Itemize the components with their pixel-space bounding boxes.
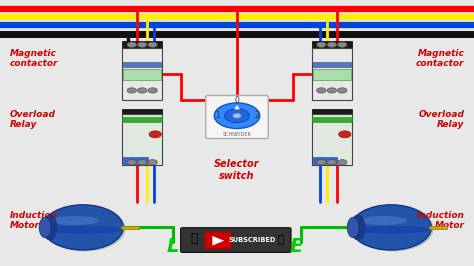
Circle shape xyxy=(148,88,157,93)
Circle shape xyxy=(148,42,157,47)
Circle shape xyxy=(137,160,147,165)
Text: 0: 0 xyxy=(235,96,239,105)
Bar xyxy=(122,109,162,114)
Circle shape xyxy=(317,88,326,93)
Bar xyxy=(122,48,162,100)
Ellipse shape xyxy=(39,217,51,238)
Bar xyxy=(123,157,148,164)
Text: 1: 1 xyxy=(215,111,219,120)
Bar xyxy=(123,69,161,80)
Bar xyxy=(122,114,162,165)
Bar xyxy=(121,226,139,229)
Bar xyxy=(122,117,162,122)
Bar xyxy=(313,69,350,80)
Circle shape xyxy=(137,42,147,47)
Text: Selector
switch: Selector switch xyxy=(214,159,260,181)
Text: Overload
Relay: Overload Relay xyxy=(419,110,465,129)
Text: Magnetic
contactor: Magnetic contactor xyxy=(416,49,465,68)
FancyBboxPatch shape xyxy=(181,228,291,252)
Text: SCHNEIDER: SCHNEIDER xyxy=(223,132,251,137)
Text: 🔔: 🔔 xyxy=(277,235,284,245)
Text: Induction
Motor: Induction Motor xyxy=(9,211,57,230)
Circle shape xyxy=(127,160,137,165)
Bar xyxy=(123,62,161,66)
Bar xyxy=(313,62,350,66)
Circle shape xyxy=(233,113,241,118)
Bar xyxy=(311,48,352,100)
Text: L: L xyxy=(167,236,179,256)
Circle shape xyxy=(317,160,326,165)
Circle shape xyxy=(149,131,161,138)
Text: SUBSCRIBED: SUBSCRIBED xyxy=(228,237,275,243)
Ellipse shape xyxy=(359,216,407,225)
Circle shape xyxy=(317,42,326,47)
Ellipse shape xyxy=(45,206,126,251)
Circle shape xyxy=(148,160,157,165)
Circle shape xyxy=(127,42,137,47)
Text: Overload
Relay: Overload Relay xyxy=(9,110,55,129)
Ellipse shape xyxy=(43,215,57,240)
Bar xyxy=(122,41,162,48)
Circle shape xyxy=(327,42,337,47)
Ellipse shape xyxy=(51,216,99,225)
Circle shape xyxy=(225,109,249,123)
Bar xyxy=(429,226,447,229)
Circle shape xyxy=(337,88,347,93)
Ellipse shape xyxy=(353,206,434,251)
Ellipse shape xyxy=(351,226,431,234)
Polygon shape xyxy=(234,105,240,109)
Bar xyxy=(311,117,352,122)
FancyBboxPatch shape xyxy=(206,95,268,139)
Text: 2: 2 xyxy=(255,111,259,120)
Circle shape xyxy=(338,131,351,138)
Text: E: E xyxy=(290,236,303,256)
Circle shape xyxy=(137,88,147,93)
Text: Induction
Motor: Induction Motor xyxy=(417,211,465,230)
Bar xyxy=(311,41,352,48)
Ellipse shape xyxy=(347,217,359,238)
Ellipse shape xyxy=(351,205,431,250)
Ellipse shape xyxy=(43,205,123,250)
Bar xyxy=(313,157,337,164)
Circle shape xyxy=(337,160,347,165)
Circle shape xyxy=(327,160,337,165)
Bar xyxy=(311,109,352,114)
Bar xyxy=(311,114,352,165)
Circle shape xyxy=(327,88,337,93)
Text: 👍: 👍 xyxy=(191,232,198,245)
Circle shape xyxy=(214,103,260,128)
Ellipse shape xyxy=(351,215,365,240)
Circle shape xyxy=(337,42,347,47)
Text: Magnetic
contactor: Magnetic contactor xyxy=(9,49,58,68)
Ellipse shape xyxy=(43,226,123,234)
FancyBboxPatch shape xyxy=(205,232,231,249)
Circle shape xyxy=(127,88,137,93)
Polygon shape xyxy=(212,236,224,246)
